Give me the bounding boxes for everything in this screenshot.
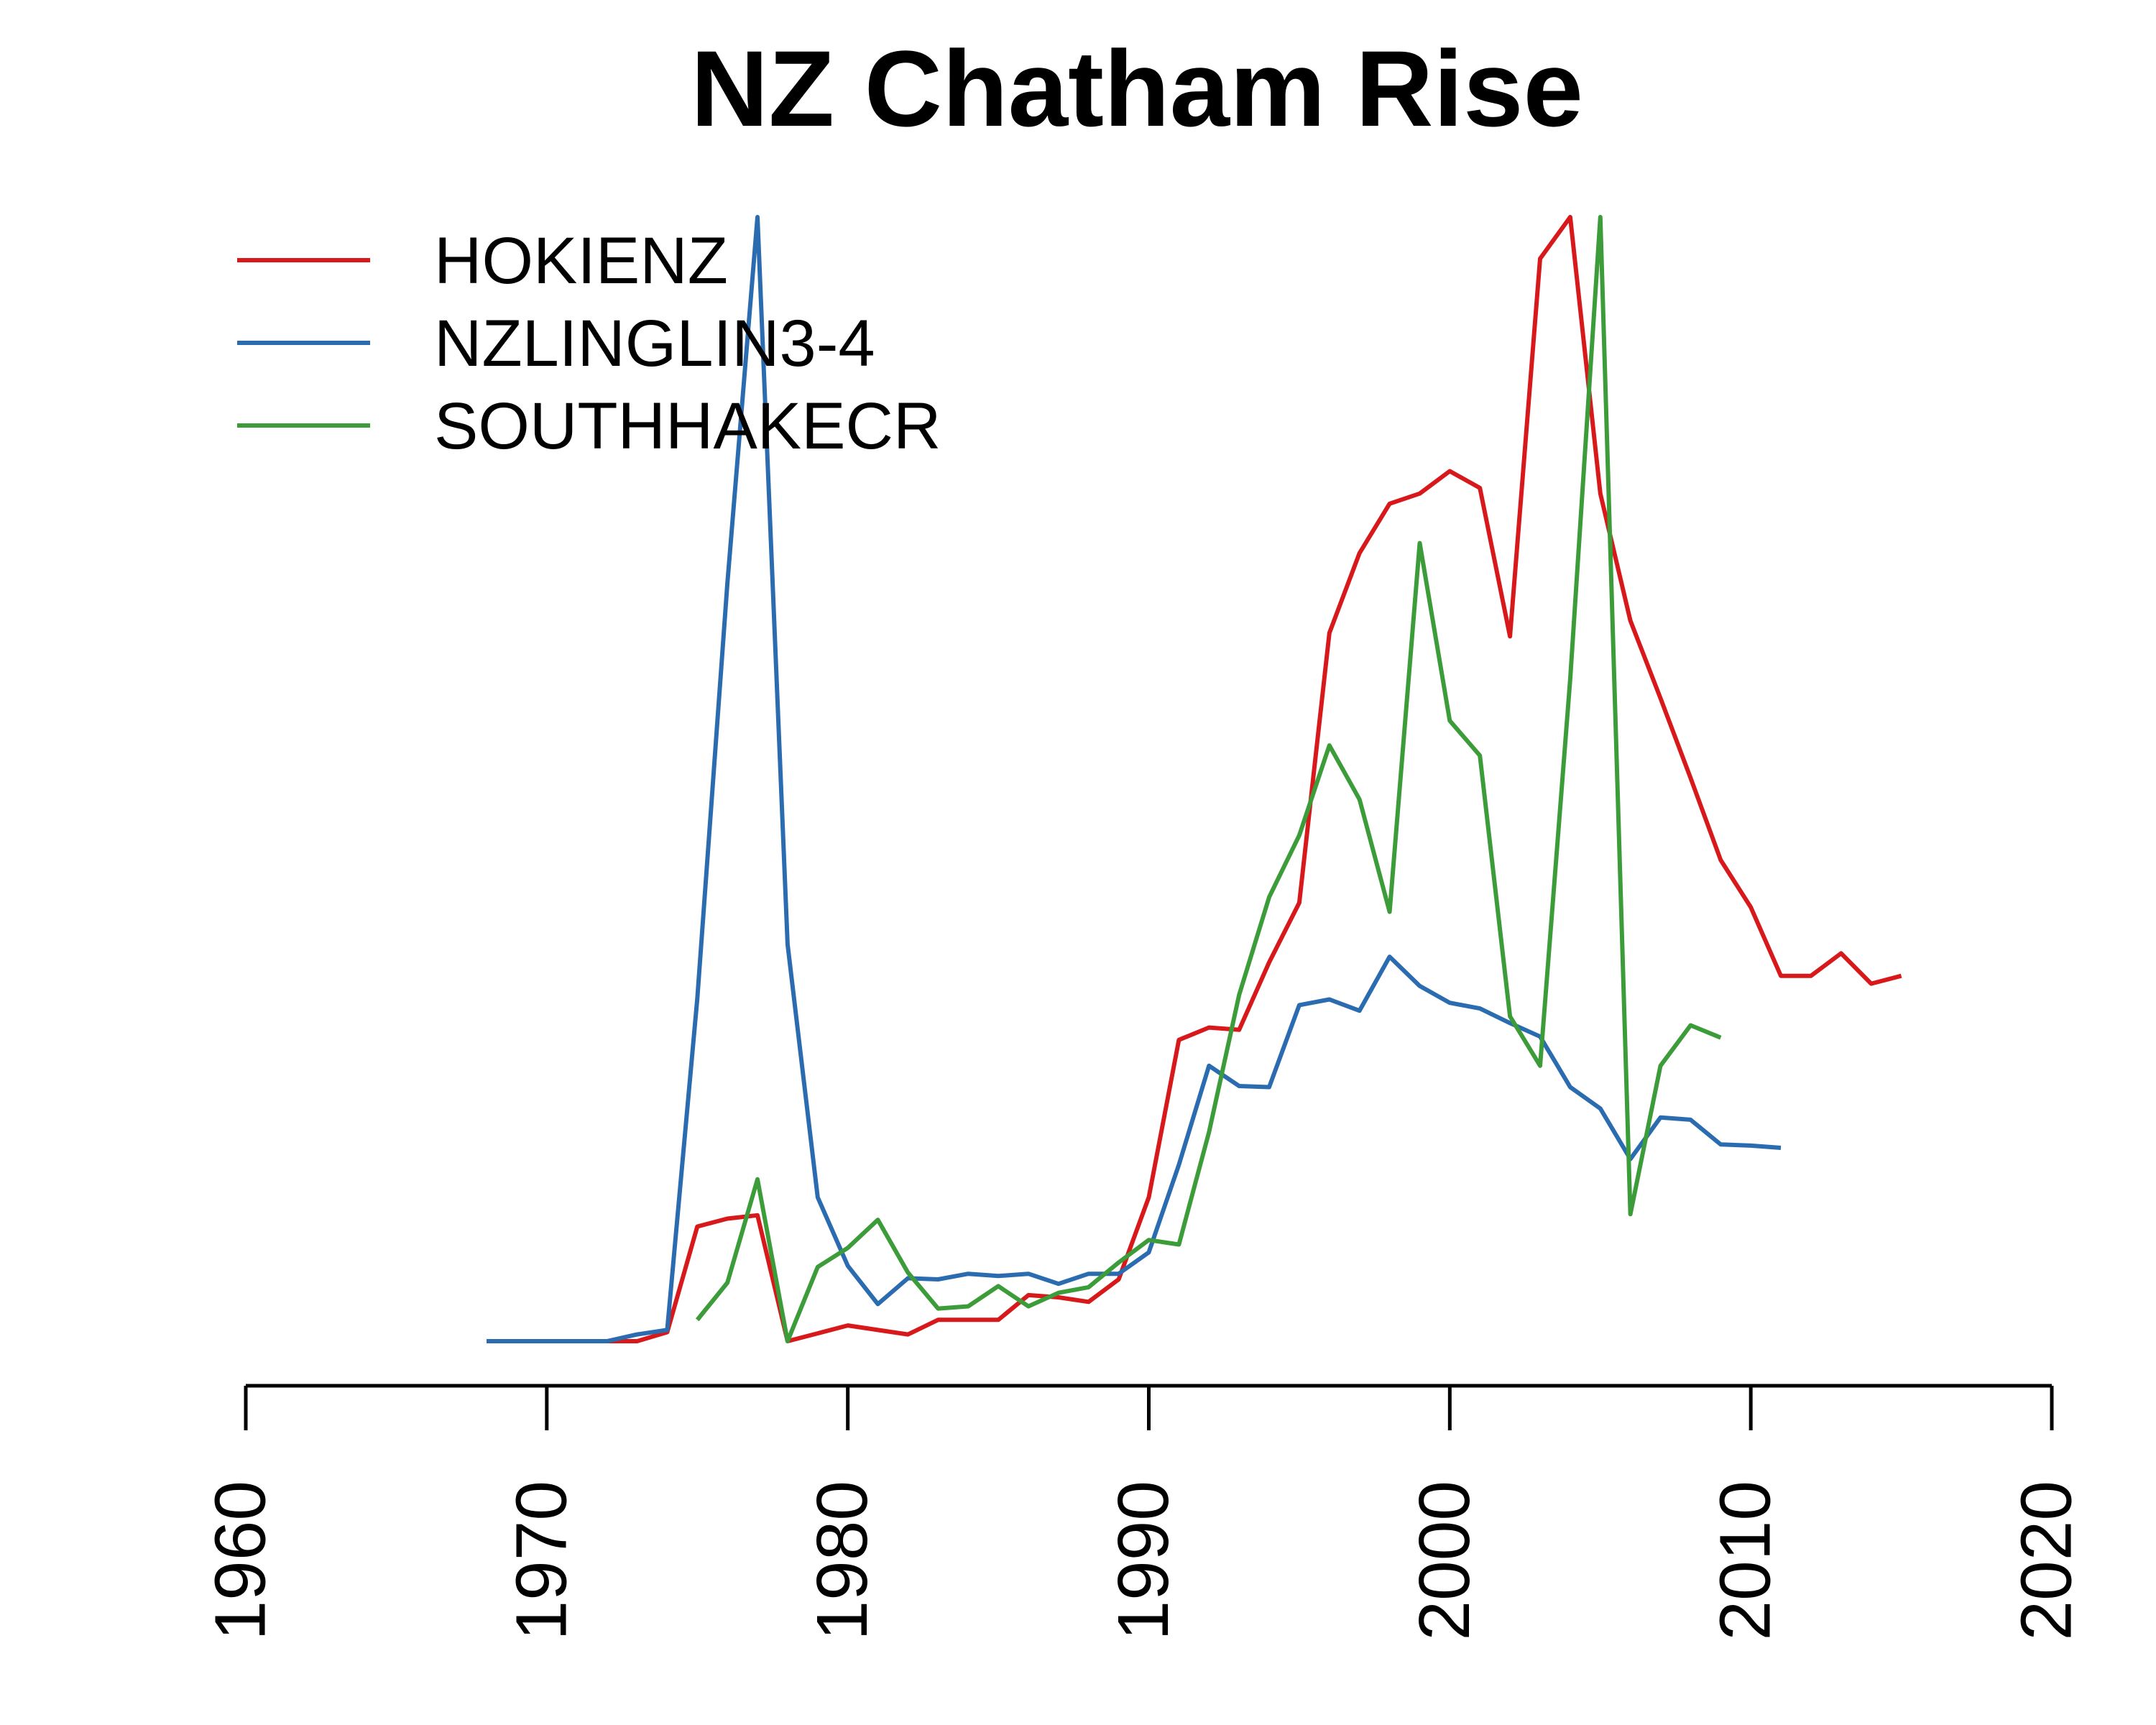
series-line-southhakecr bbox=[695, 215, 1722, 1343]
series-line-hokienz bbox=[487, 215, 1902, 1343]
x-tick-label: 1990 bbox=[1103, 1481, 1184, 1640]
x-tick-label: 2020 bbox=[2006, 1481, 2086, 1640]
legend: HOKIENZ NZLINGLIN3-4 SOUTHHAKECR bbox=[237, 224, 941, 463]
legend-label-hokienz: HOKIENZ bbox=[434, 224, 728, 298]
chart-title: NZ Chatham Rise bbox=[691, 28, 1583, 149]
x-tick-label: 1970 bbox=[501, 1481, 581, 1640]
legend-label-nzlinglin3-4: NZLINGLIN3-4 bbox=[434, 307, 875, 380]
plot-area bbox=[487, 215, 1902, 1343]
x-tick-label: 1980 bbox=[802, 1481, 883, 1640]
x-tick-label: 2010 bbox=[1705, 1481, 1786, 1640]
x-tick-label: 1960 bbox=[200, 1481, 280, 1640]
legend-label-southhakecr: SOUTHHAKECR bbox=[434, 390, 941, 463]
x-tick-label: 2000 bbox=[1404, 1481, 1485, 1640]
x-axis: 1960 1970 1980 1990 2000 2010 2020 bbox=[200, 1384, 2086, 1640]
series-line-nzlinglin3-4 bbox=[487, 215, 1782, 1343]
